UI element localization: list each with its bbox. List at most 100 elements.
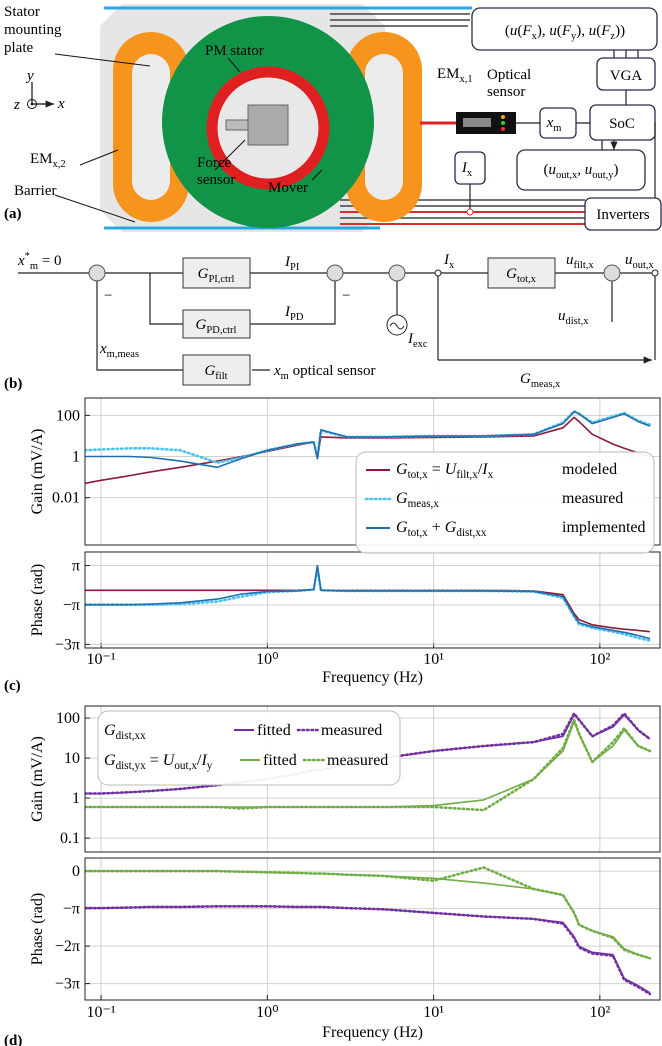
current-tap [466,208,474,216]
text-part: y [207,760,213,772]
sum [603,264,621,282]
text-part: meas,x [408,498,440,510]
label: sensor [487,84,525,100]
text-part: F [561,23,572,39]
y-tick-label: −3π [55,976,80,993]
x-tick-label: 10⁻¹ [86,651,115,668]
y-tick-label: 0.1 [60,830,80,847]
y-axis-label: Phase (rad) [29,564,46,636]
plot-area [85,858,660,1000]
legend-label: modeled [562,461,617,478]
series-line [85,411,651,469]
text-part: I [407,331,414,347]
label: − [104,288,112,304]
text-part: out,y [592,170,614,181]
sum [326,264,344,282]
text-part: / [478,461,483,478]
text-part: m [30,261,38,272]
text-part: G [198,266,209,282]
text-part: G [445,519,457,536]
text-part: x [546,115,554,131]
y-tick-label: −2π [55,938,80,955]
text-part: = [428,461,445,478]
y-axis-label: Phase (rad) [29,893,46,965]
legend-label: fitted [263,752,297,769]
text-part: dist,x [566,316,590,327]
led [501,121,505,125]
y-tick-label: 10 [64,750,80,767]
text-part: * [25,251,30,262]
series-line [85,718,652,812]
label: udist,x [558,308,589,327]
y-tick-label: π [72,558,80,575]
legend-label: measured [321,722,382,739]
text-part: u [510,23,518,39]
text-part: I [481,461,488,478]
text-part: G [520,371,531,387]
forces-box [471,7,658,51]
y-tick-label: 0 [72,863,80,880]
legend [355,451,655,554]
text-part: dist,yx [116,760,147,772]
label: (u(Fx), u(Fy), u(Fz)) [505,23,625,42]
label: Gfilt [204,363,227,382]
led [501,127,505,131]
text-part: out,x [633,260,655,271]
text-part: PI [290,262,300,273]
legend-group-label: Gdist,xx [104,722,146,742]
text-part: x,2 [53,159,66,170]
text-part: G [396,519,408,536]
label: Force [197,155,231,171]
label: plate [4,40,33,56]
series-line [85,416,651,485]
text-part: filt,x [456,469,478,481]
series-line [85,866,652,960]
label: (b) [4,376,22,392]
text-part: ( [557,23,562,39]
signal-arrows [516,50,639,150]
text-part: G [196,317,207,333]
text-part: U [445,461,458,478]
x-axis-label: Frequency (Hz) [322,669,423,686]
label: IPI [284,254,300,273]
led [501,115,505,119]
label: Barrier [14,183,56,199]
plot-frame [84,857,661,1001]
y-tick-label: 100 [56,710,80,727]
label: Iexc [407,331,428,350]
z-axis [27,99,37,109]
text-part: ( [543,162,548,178]
text-part: x [467,168,473,179]
text-part: PD,ctrl [206,325,236,336]
text-part: ) [614,162,619,178]
text-part: G [104,722,116,739]
text-part: ( [596,23,601,39]
text-part: ), [576,23,589,39]
legend-label: fitted [257,722,291,739]
text-part: tot,x [517,274,537,285]
y-tick-label: 0.01 [52,490,80,507]
source-wave [389,322,405,330]
label: sensor [197,172,235,188]
label: Stator [4,4,40,20]
text-part: U [163,752,176,769]
inverters-box [584,197,662,231]
label: xm [546,115,562,134]
text-part: )) [615,23,625,39]
legend [97,710,401,786]
text-part: F [521,23,532,39]
panel-b-drawing [18,257,658,386]
label: PM stator [205,43,264,59]
text-part: u [548,162,556,178]
text-part: I [200,752,207,769]
text-part: z [610,31,615,42]
text-part: out,x [556,170,578,181]
text-part: ( [517,23,522,39]
text-part: ), [537,23,550,39]
legend-label: Gmeas,x [396,490,439,510]
text-part: I [284,304,291,320]
x-tick-label: 10⁻¹ [86,1004,115,1021]
text-part: m,meas [107,349,139,360]
legend-label: measured [562,490,623,507]
